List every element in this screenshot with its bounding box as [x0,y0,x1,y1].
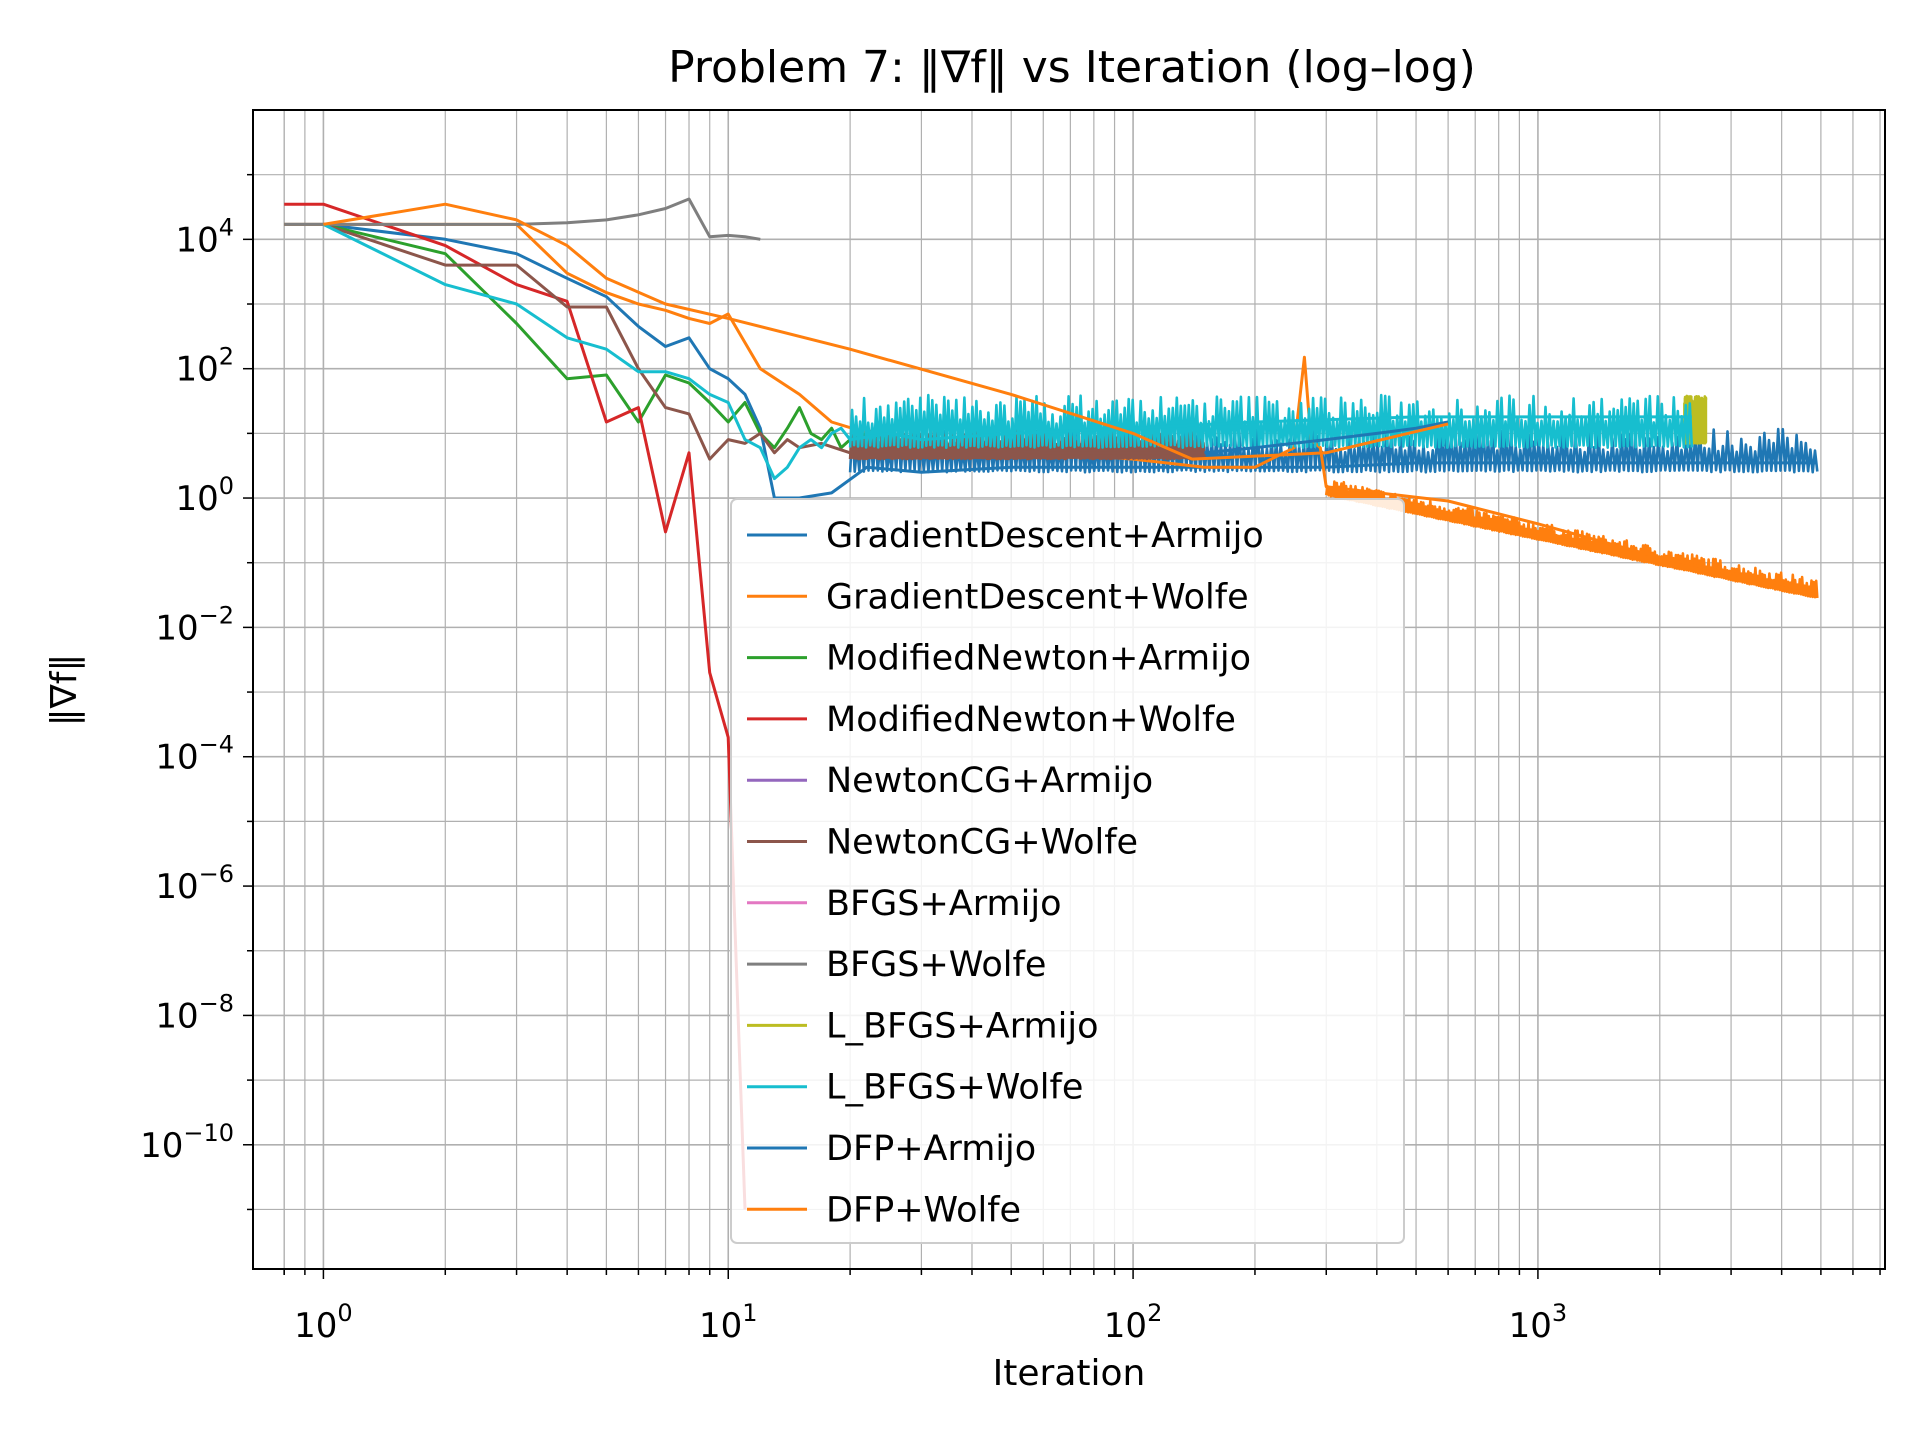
series-dfp-wolfe [323,202,1449,461]
legend-label-modifiednewton-armijo: ModifiedNewton+Armijo [826,639,1251,679]
y-tick-label: 10−8 [155,989,234,1036]
series-line-bfgs-wolfe [284,197,761,241]
legend-label-bfgs-wolfe: BFGS+Wolfe [826,945,1046,985]
series-dfp-armijo [1204,420,1449,455]
y-tick-label: 104 [175,213,234,260]
legend-label-modifiednewton-wolfe: ModifiedNewton+Wolfe [826,700,1236,740]
series-line-dfp-wolfe [323,202,1449,461]
axis-ticks: 100 101 102 103 104 102 100 10−2 10−4 10−6 10−8 10−… [140,173,1881,1346]
legend-label-newtoncg-armijo: NewtonCG+Armijo [826,761,1153,801]
series-newtoncg-wolfe [322,222,1206,461]
plot-frame [252,109,1886,1270]
y-tick-label: 10−10 [140,1119,234,1166]
legend-label-bfgs-armijo: BFGS+Armijo [826,884,1061,924]
legend-label-l-bfgs-wolfe: L_BFGS+Wolfe [826,1068,1083,1108]
series-modifiednewton-armijo [323,222,890,450]
y-tick-label: 102 [175,343,234,390]
y-tick-label: 10−4 [155,731,234,778]
y-axis-label: ‖∇f‖ [44,654,85,727]
x-tick-label: 101 [699,1299,758,1346]
x-tick-label: 100 [294,1299,353,1346]
legend-label-dfp-wolfe: DFP+Wolfe [826,1190,1021,1230]
series-line-dfp-armijo [1204,420,1449,455]
series-line-modifiednewton-wolfe [284,202,747,1210]
legend-label-gradientdescent-armijo: GradientDescent+Armijo [826,516,1264,556]
y-tick-label: 10−6 [155,860,234,907]
legend-label-gradientdescent-wolfe: GradientDescent+Wolfe [826,577,1249,617]
series-band-newtoncg-wolfe [848,427,1206,461]
legend-label-dfp-armijo: DFP+Armijo [826,1129,1036,1169]
series-line-l-bfgs-wolfe [322,223,1692,481]
series-modifiednewton-wolfe [284,202,747,1210]
y-tick-label: 100 [175,472,234,519]
y-tick-label: 10−2 [155,601,234,648]
series-band-gradientdescent-armijo [848,427,1819,474]
series-bfgs-wolfe [284,197,761,241]
legend-label-newtoncg-wolfe: NewtonCG+Wolfe [826,823,1138,863]
legend-label-l-bfgs-armijo: L_BFGS+Armijo [826,1006,1098,1046]
x-tick-label: 102 [1104,1299,1163,1346]
series-line-newtoncg-wolfe [322,222,1205,461]
series-line-modifiednewton-armijo [323,222,890,450]
series-layer [284,197,1819,1210]
series-band-gradientdescent-wolfe [1324,480,1819,599]
x-axis-label: Iteration [993,1353,1146,1394]
legend: GradientDescent+Armijo GradientDescent+Wo… [730,498,1405,1244]
chart-title: Problem 7: ‖∇f‖ vs Iteration (log–log) [668,42,1476,93]
x-tick-label: 103 [1509,1299,1568,1346]
legend-box [730,498,1405,1244]
